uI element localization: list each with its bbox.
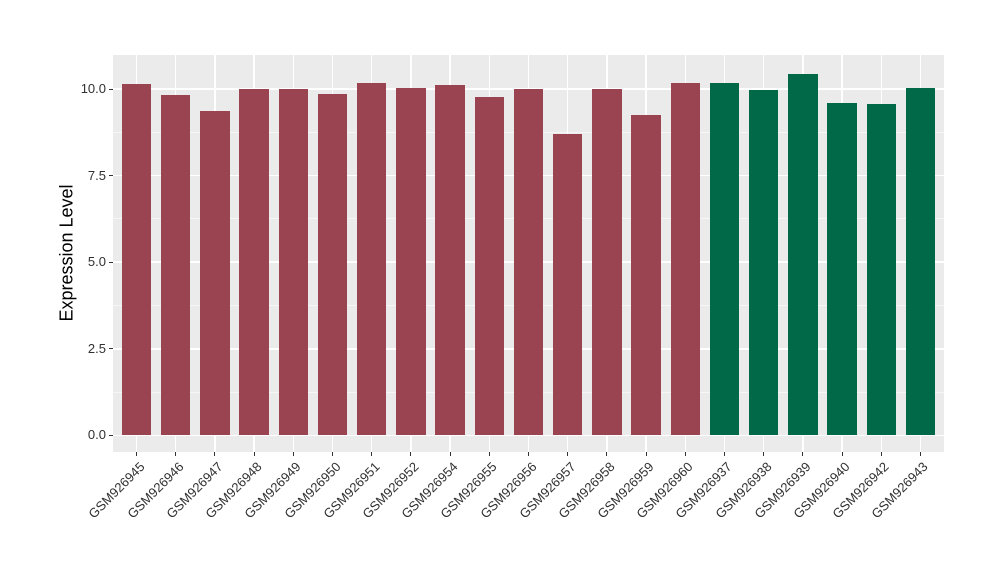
bar-GSM926956 — [513, 89, 544, 436]
x-axis-tick — [606, 452, 608, 456]
x-axis-tick — [841, 452, 843, 456]
y-axis-tick — [109, 434, 113, 436]
x-axis-tick — [723, 452, 725, 456]
bar-GSM926938 — [748, 90, 779, 436]
x-axis-tick — [763, 452, 765, 456]
x-axis-tick — [175, 452, 177, 456]
y-axis-title: Expression Level — [56, 184, 77, 322]
bar-GSM926955 — [474, 96, 504, 436]
x-axis-tick — [332, 452, 333, 456]
bar-GSM926950 — [317, 93, 348, 436]
y-tick-label: 7.5 — [87, 167, 106, 183]
x-axis-tick — [214, 452, 216, 456]
bar-GSM926945 — [121, 83, 152, 436]
bar-GSM926952 — [396, 88, 426, 436]
bar-GSM926947 — [200, 110, 230, 436]
x-axis-tick — [292, 452, 294, 456]
bar-GSM926943 — [905, 88, 936, 436]
bar-GSM926958 — [592, 89, 622, 436]
x-axis-tick — [919, 452, 921, 456]
x-axis-tick — [488, 452, 490, 456]
x-axis-tick — [567, 452, 569, 456]
bar-GSM926939 — [788, 74, 818, 436]
plot-panel — [113, 55, 944, 452]
y-tick-label: 5.0 — [87, 254, 106, 270]
x-axis-tick — [645, 452, 647, 456]
x-axis-tick — [136, 452, 138, 456]
y-axis-tick — [109, 261, 113, 263]
y-tick-label: 2.5 — [87, 340, 106, 356]
x-axis-tick — [684, 452, 686, 456]
bar-GSM926957 — [552, 133, 583, 436]
x-axis-tick — [253, 452, 255, 456]
bar-GSM926949 — [278, 89, 308, 436]
x-axis-tick — [880, 452, 882, 456]
y-tick-label: 0.0 — [87, 427, 106, 443]
bar-GSM926940 — [827, 102, 857, 436]
y-tick-label: 10.0 — [80, 81, 106, 97]
x-axis-tick — [802, 452, 804, 456]
bar-GSM926946 — [161, 94, 191, 436]
y-axis-tick — [109, 88, 113, 90]
bar-GSM926942 — [866, 103, 896, 436]
x-axis-tick — [528, 452, 529, 456]
y-axis-tick — [109, 175, 113, 177]
y-axis-tick — [109, 348, 113, 350]
bar-GSM926948 — [239, 89, 269, 436]
bar-GSM926954 — [435, 84, 465, 436]
bar-GSM926937 — [709, 82, 740, 436]
bar-GSM926959 — [631, 114, 661, 436]
bar-GSM926951 — [357, 82, 387, 436]
bar-GSM926960 — [670, 82, 700, 436]
x-axis-tick — [449, 452, 451, 456]
x-axis-tick — [410, 452, 412, 456]
x-axis-tick — [371, 452, 373, 456]
